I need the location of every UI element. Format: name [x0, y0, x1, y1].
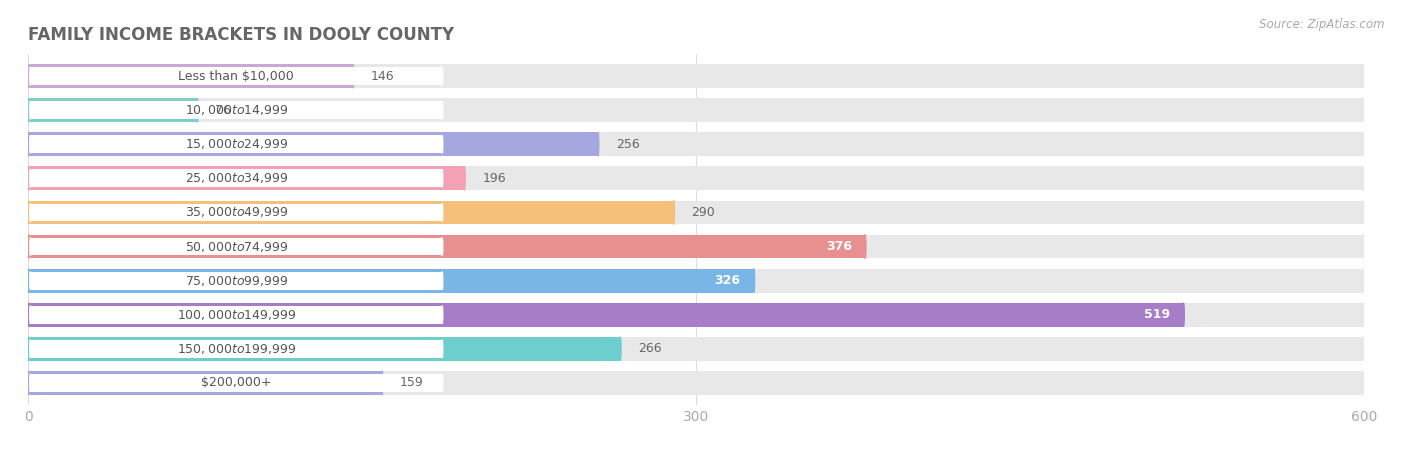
Circle shape — [865, 234, 866, 258]
Circle shape — [27, 269, 30, 292]
Circle shape — [598, 132, 599, 156]
Bar — [28, 98, 1364, 122]
Bar — [28, 201, 1364, 225]
Bar — [31, 306, 441, 324]
Bar — [28, 234, 1364, 258]
Text: $15,000 to $24,999: $15,000 to $24,999 — [184, 137, 288, 151]
Text: 290: 290 — [692, 206, 716, 219]
Circle shape — [27, 269, 30, 292]
Circle shape — [27, 166, 30, 190]
Circle shape — [197, 98, 198, 122]
Bar — [28, 166, 464, 190]
Text: $25,000 to $34,999: $25,000 to $34,999 — [184, 171, 288, 185]
Bar — [28, 269, 754, 292]
Circle shape — [754, 269, 755, 292]
Text: Source: ZipAtlas.com: Source: ZipAtlas.com — [1260, 18, 1385, 31]
Bar — [28, 371, 382, 395]
Bar — [31, 135, 441, 153]
Circle shape — [620, 337, 621, 361]
Circle shape — [27, 64, 30, 88]
Text: $200,000+: $200,000+ — [201, 376, 271, 389]
Bar — [28, 371, 1364, 395]
Bar — [28, 337, 1364, 361]
Circle shape — [27, 201, 30, 225]
Circle shape — [27, 371, 30, 395]
Circle shape — [27, 64, 30, 88]
Circle shape — [27, 337, 30, 361]
Circle shape — [27, 234, 30, 258]
Text: 196: 196 — [482, 172, 506, 185]
Circle shape — [1182, 303, 1184, 327]
Text: 146: 146 — [371, 70, 395, 83]
Bar — [28, 234, 865, 258]
Bar — [28, 303, 1184, 327]
Circle shape — [1362, 132, 1365, 156]
Text: 519: 519 — [1144, 308, 1170, 321]
Bar — [28, 166, 1364, 190]
Bar — [28, 64, 353, 88]
Circle shape — [27, 303, 30, 327]
Text: $10,000 to $14,999: $10,000 to $14,999 — [184, 103, 288, 117]
Circle shape — [27, 303, 30, 327]
Bar — [31, 203, 441, 221]
Circle shape — [27, 234, 30, 258]
Text: 326: 326 — [714, 274, 741, 287]
Circle shape — [1362, 64, 1365, 88]
Text: $150,000 to $199,999: $150,000 to $199,999 — [177, 342, 297, 356]
Circle shape — [464, 166, 465, 190]
Bar — [31, 170, 441, 187]
Circle shape — [1362, 303, 1365, 327]
Bar — [28, 132, 598, 156]
Bar — [31, 272, 441, 289]
Text: $35,000 to $49,999: $35,000 to $49,999 — [184, 206, 288, 220]
Circle shape — [381, 371, 382, 395]
Text: 76: 76 — [215, 104, 231, 117]
Bar — [28, 98, 197, 122]
Bar — [31, 67, 441, 85]
Text: 159: 159 — [399, 376, 423, 389]
Circle shape — [27, 337, 30, 361]
Circle shape — [27, 132, 30, 156]
Circle shape — [1362, 98, 1365, 122]
Circle shape — [1362, 166, 1365, 190]
Bar — [31, 238, 441, 256]
Circle shape — [27, 371, 30, 395]
Circle shape — [673, 201, 675, 225]
Circle shape — [27, 98, 30, 122]
Bar — [28, 132, 1364, 156]
Circle shape — [1362, 201, 1365, 225]
Bar — [28, 269, 1364, 292]
Circle shape — [27, 166, 30, 190]
Circle shape — [1362, 234, 1365, 258]
Bar — [31, 374, 441, 392]
Text: FAMILY INCOME BRACKETS IN DOOLY COUNTY: FAMILY INCOME BRACKETS IN DOOLY COUNTY — [28, 26, 454, 44]
Circle shape — [27, 98, 30, 122]
Text: $75,000 to $99,999: $75,000 to $99,999 — [184, 274, 288, 288]
Bar — [28, 303, 1364, 327]
Circle shape — [27, 201, 30, 225]
Circle shape — [353, 64, 354, 88]
Circle shape — [27, 132, 30, 156]
Text: 266: 266 — [638, 342, 662, 355]
Circle shape — [1362, 337, 1365, 361]
Text: $100,000 to $149,999: $100,000 to $149,999 — [177, 308, 297, 322]
Circle shape — [1362, 269, 1365, 292]
Bar — [28, 201, 673, 225]
Bar — [28, 337, 620, 361]
Text: $50,000 to $74,999: $50,000 to $74,999 — [184, 239, 288, 253]
Bar — [31, 340, 441, 358]
Text: Less than $10,000: Less than $10,000 — [179, 70, 294, 83]
Text: 256: 256 — [616, 138, 640, 151]
Circle shape — [1362, 371, 1365, 395]
Bar — [28, 64, 1364, 88]
Text: 376: 376 — [825, 240, 852, 253]
Bar — [31, 101, 441, 119]
